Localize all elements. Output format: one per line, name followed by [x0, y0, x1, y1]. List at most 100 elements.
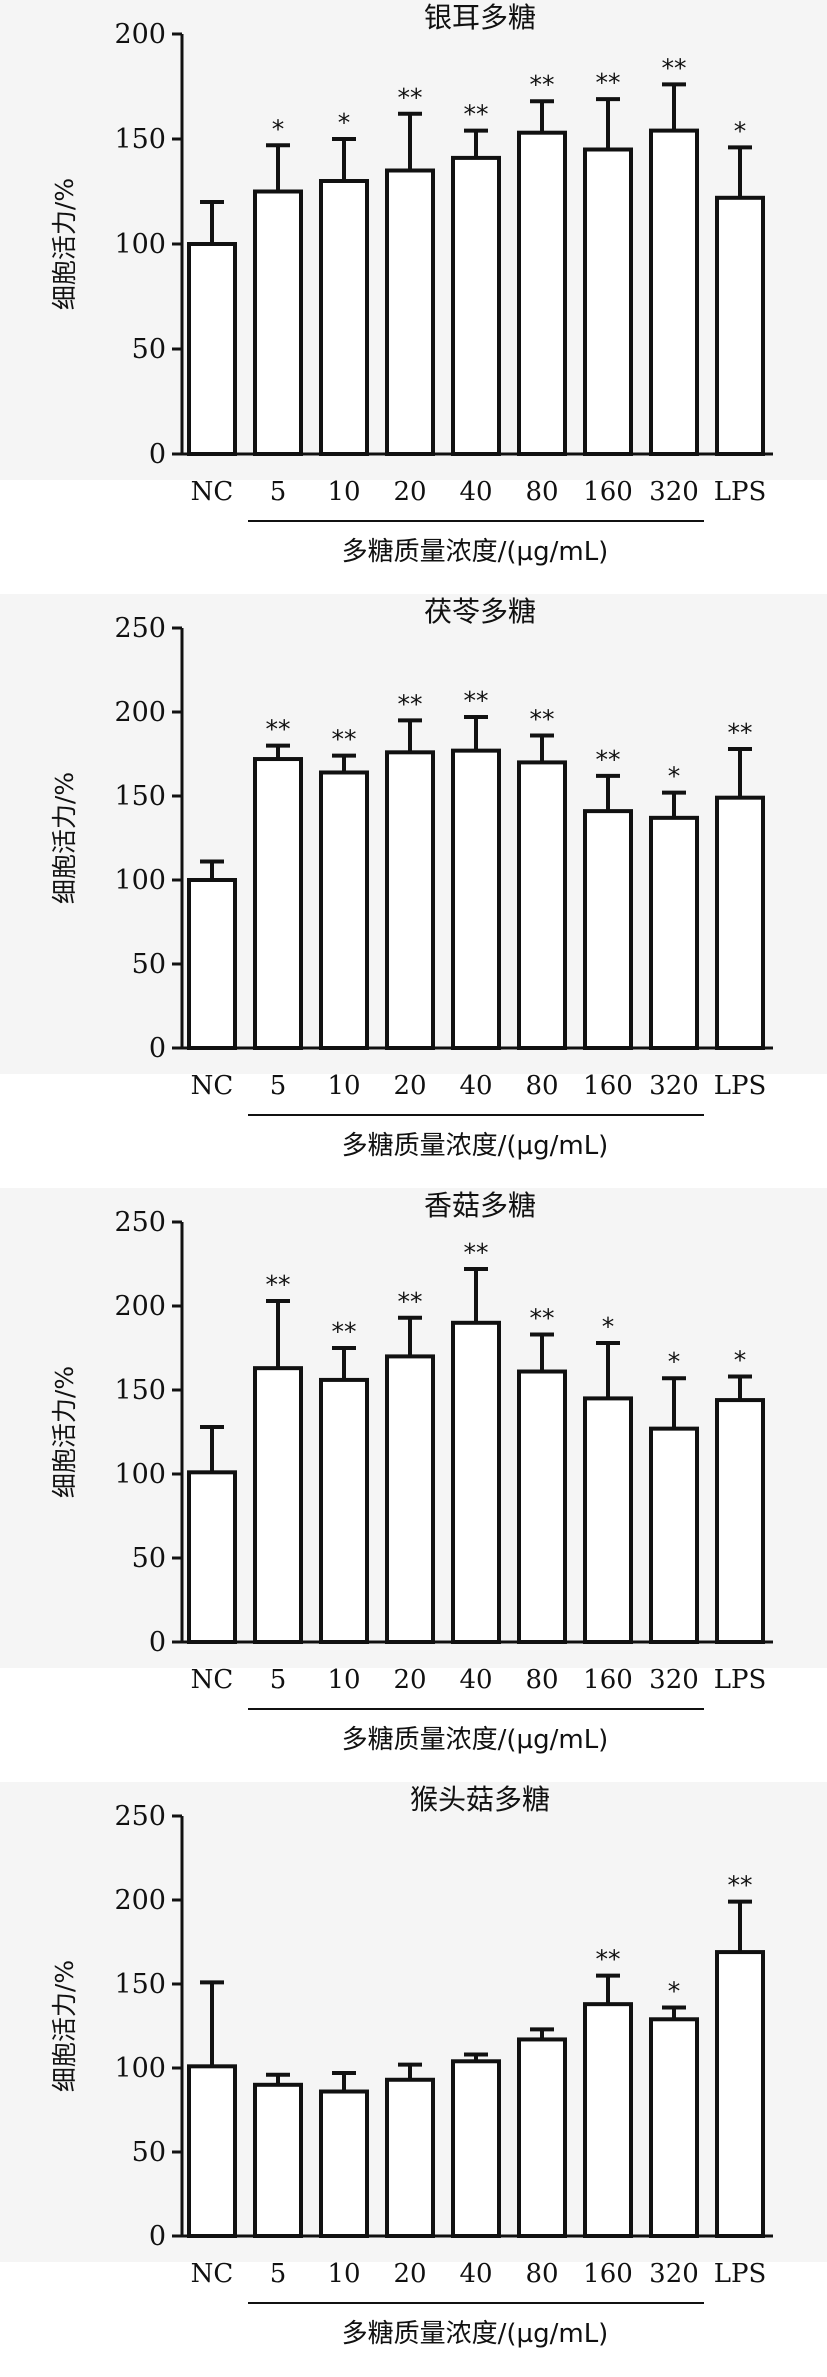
bar-LPS: [715, 1398, 765, 1644]
bar-5: [253, 757, 303, 1050]
x-axis-label: 多糖质量浓度/(µg/mL): [342, 2319, 609, 2349]
y-tick-label: 250: [114, 613, 166, 644]
significance-mark: *: [734, 1346, 747, 1375]
significance-mark: **: [596, 1945, 621, 1974]
y-tick-label: 200: [114, 697, 166, 728]
y-axis-label: 细胞活力/%: [50, 772, 79, 904]
bar-chart-2: 茯苓多糖细胞活力/%050100150200250NC**5**10**20**…: [0, 594, 827, 1161]
bar-20: [385, 2077, 435, 2239]
y-tick-label: 50: [132, 2137, 166, 2168]
x-tick-label: 40: [459, 1071, 492, 1101]
chart-panel-3: 香菇多糖 细胞活力/% 0 50 100 150 200 250 NC ** 5 ** 10 ** 20 **…: [0, 1188, 827, 1782]
significance-mark: **: [728, 718, 753, 747]
y-tick-label: 50: [132, 949, 166, 980]
bar-NC: [187, 2064, 237, 2238]
significance-mark: **: [332, 1317, 357, 1346]
y-tick-label: 50: [132, 1543, 166, 1574]
bar-NC: [187, 1470, 237, 1644]
x-tick-label: LPS: [714, 1071, 767, 1101]
chart-title: 茯苓多糖: [424, 595, 536, 628]
significance-mark: **: [530, 1304, 555, 1333]
y-axis-label: 细胞活力/%: [50, 1366, 79, 1498]
significance-mark: **: [530, 705, 555, 734]
x-tick-label: 5: [270, 1071, 287, 1101]
x-axis-label: 多糖质量浓度/(µg/mL): [342, 1131, 609, 1161]
y-tick-label: 0: [149, 1627, 166, 1658]
significance-mark: **: [332, 725, 357, 754]
y-tick-label: 0: [149, 1033, 166, 1064]
bar-10: [319, 1377, 369, 1644]
significance-mark: **: [596, 68, 621, 97]
significance-mark: **: [266, 1270, 291, 1299]
significance-mark: **: [728, 1871, 753, 1900]
y-tick-label: 200: [114, 19, 166, 50]
y-tick-label: 200: [114, 1291, 166, 1322]
y-tick-label: 0: [149, 439, 166, 470]
x-tick-label: 10: [327, 2259, 360, 2289]
chart-panel-1: 银耳多糖 细胞活力/% 0 50 100 150 200 NC * 5 * 10 ** 20 ** 40 ** 8…: [0, 0, 827, 594]
significance-mark: **: [464, 100, 489, 129]
chart-panel-4: 猴头菇多糖 细胞活力/% 0 50 100 150 200 250 NC 5 10 20 40 80 ** 1…: [0, 1782, 827, 2376]
x-tick-label: 320: [649, 477, 699, 507]
x-tick-label: 5: [270, 1665, 287, 1695]
chart-title: 银耳多糖: [424, 1, 536, 34]
x-tick-label: 10: [327, 477, 360, 507]
significance-mark: **: [662, 53, 687, 82]
y-axis-label: 细胞活力/%: [50, 1960, 79, 2092]
bar-20: [385, 168, 435, 456]
x-tick-label: NC: [191, 2259, 234, 2289]
bar-LPS: [715, 195, 765, 457]
bar-10: [319, 2089, 369, 2238]
x-tick-label: NC: [191, 1665, 234, 1695]
bar-80: [517, 130, 567, 456]
significance-mark: *: [668, 1347, 681, 1376]
bar-20: [385, 750, 435, 1050]
bar-20: [385, 1354, 435, 1644]
x-tick-label: 20: [393, 1071, 426, 1101]
bar-10: [319, 770, 369, 1050]
bar-5: [253, 2082, 303, 2238]
significance-mark: **: [464, 1238, 489, 1267]
bar-320: [649, 2017, 699, 2238]
bar-NC: [187, 878, 237, 1050]
y-tick-label: 50: [132, 334, 166, 365]
x-tick-label: 320: [649, 1665, 699, 1695]
y-tick-label: 0: [149, 2221, 166, 2252]
y-tick-label: 100: [114, 1459, 166, 1490]
y-tick-label: 100: [114, 229, 166, 260]
significance-mark: *: [272, 114, 285, 143]
x-tick-label: 80: [525, 1665, 558, 1695]
significance-mark: **: [596, 745, 621, 774]
bar-160: [583, 1396, 633, 1644]
significance-mark: *: [338, 108, 351, 137]
x-tick-label: 160: [583, 1071, 633, 1101]
bar-320: [649, 815, 699, 1050]
chart-panel-2: 茯苓多糖 细胞活力/% 0 50 100 150 200 250 NC ** 5 ** 10 ** 20 **…: [0, 594, 827, 1188]
x-tick-label: LPS: [714, 477, 767, 507]
bar-5: [253, 1366, 303, 1644]
bar-NC: [187, 242, 237, 456]
x-tick-label: 5: [270, 2259, 287, 2289]
x-tick-label: 40: [459, 477, 492, 507]
bar-chart-3: 香菇多糖细胞活力/%050100150200250NC**5**10**20**…: [0, 1188, 827, 1755]
x-tick-label: 320: [649, 2259, 699, 2289]
x-axis-label: 多糖质量浓度/(µg/mL): [342, 537, 609, 567]
bar-40: [451, 2059, 501, 2238]
y-tick-label: 150: [114, 124, 166, 155]
x-tick-label: NC: [191, 477, 234, 507]
bar-80: [517, 1369, 567, 1645]
y-tick-label: 150: [114, 781, 166, 812]
y-tick-label: 150: [114, 1969, 166, 2000]
chart-title: 猴头菇多糖: [410, 1783, 550, 1816]
significance-mark: *: [734, 116, 747, 145]
y-tick-label: 200: [114, 1885, 166, 1916]
bar-5: [253, 189, 303, 456]
bar-40: [451, 1320, 501, 1645]
significance-mark: **: [398, 689, 423, 718]
x-tick-label: 20: [393, 2259, 426, 2289]
x-tick-label: 10: [327, 1071, 360, 1101]
x-tick-label: 80: [525, 1071, 558, 1101]
chart-title: 香菇多糖: [424, 1189, 536, 1222]
x-tick-label: LPS: [714, 1665, 767, 1695]
